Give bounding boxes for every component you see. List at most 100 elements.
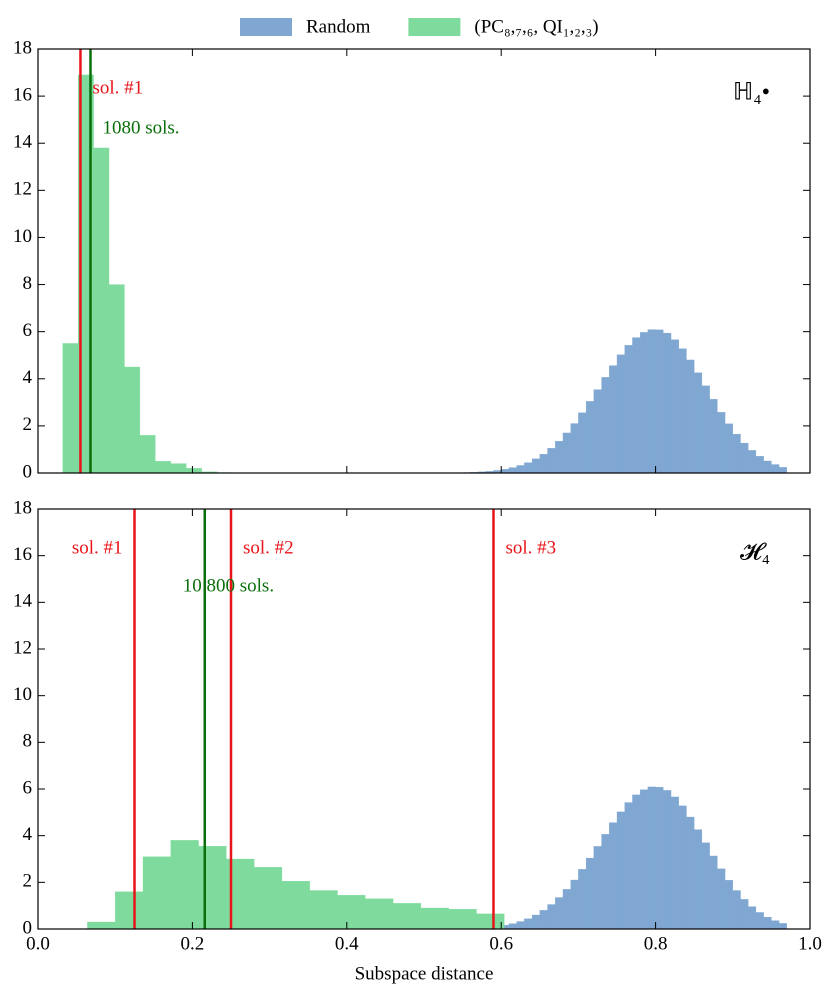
bar [725,424,733,473]
bar [171,840,199,929]
bar [140,435,155,473]
bar [310,891,338,930]
bar [694,373,702,473]
bar [717,412,725,473]
bar [555,898,563,930]
line-label: 1080 sols. [102,117,179,138]
bar [199,846,227,929]
y-tick-label: 8 [23,731,33,752]
bar [733,891,741,930]
bar [779,467,787,473]
bar [656,787,664,929]
bar [756,912,764,929]
bar [679,349,687,473]
bar [365,899,393,929]
y-tick-label: 12 [13,637,32,658]
bar [509,468,517,473]
x-tick-label: 0.8 [644,933,668,954]
bar [449,909,477,929]
bar [548,905,556,930]
bar [632,795,640,929]
bar [779,923,787,929]
y-tick-label: 2 [23,871,33,892]
y-tick-label: 6 [23,777,33,798]
y-tick-label: 4 [23,367,33,388]
x-tick-label: 0.0 [26,933,50,954]
bar [563,889,571,929]
bar [87,922,115,929]
y-tick-label: 18 [13,497,32,518]
bar [679,806,687,929]
y-tick-label: 6 [23,320,33,341]
bar [748,450,756,473]
bar [764,917,772,929]
y-tick-label: 16 [13,84,32,105]
bar [517,922,525,929]
bar [171,464,186,473]
bar [143,857,171,929]
bar [663,333,671,473]
bar [617,812,625,929]
bar [109,285,124,473]
bar [702,843,710,929]
bar [532,915,540,929]
bar [671,797,679,929]
bar [586,858,594,929]
y-tick-label: 10 [13,226,32,247]
y-tick-label: 8 [23,273,33,294]
bar [764,461,772,473]
bar [571,424,579,473]
bar [571,880,579,929]
bar [524,919,532,929]
bar [155,461,170,473]
bar [741,443,749,473]
bar [640,790,648,929]
y-tick-label: 0 [23,461,33,482]
bar [602,834,610,929]
bar [686,360,694,473]
line-label: sol. #3 [505,537,556,558]
bar [648,330,656,473]
bar [94,148,109,473]
bar [609,823,617,929]
bar [509,924,517,929]
line-label: 10 800 sols. [183,575,274,596]
line-label: sol. #1 [72,537,123,558]
bar [540,910,548,929]
bar [602,377,610,473]
y-tick-label: 12 [13,179,32,200]
bar [476,914,504,929]
bar [540,454,548,473]
y-tick-label: 2 [23,414,33,435]
bar [771,465,779,473]
panel-label: 𝓗₄ [740,540,770,566]
bar [656,330,664,473]
x-tick-label: 1.0 [798,933,822,954]
legend-label: Random [306,16,371,37]
bar [532,459,540,473]
bar [671,340,679,473]
bar [756,456,764,473]
bar [741,899,749,929]
bar [725,880,733,929]
x-axis-label: Subspace distance [355,963,494,984]
y-tick-label: 14 [13,591,33,612]
bar [648,787,656,929]
line-label: sol. #1 [92,77,143,98]
bar [548,448,556,473]
y-tick-label: 16 [13,544,32,565]
y-tick-label: 14 [13,132,33,153]
bar [186,468,201,473]
bar [702,386,710,473]
bar [663,790,671,929]
bar [282,881,310,929]
bar [124,367,139,473]
bar [625,345,633,473]
bar [632,338,640,473]
bar [625,803,633,929]
panel-label: ℍ₄• [733,80,770,106]
y-tick-label: 4 [23,824,33,845]
bar [594,390,602,473]
bar [640,332,648,473]
